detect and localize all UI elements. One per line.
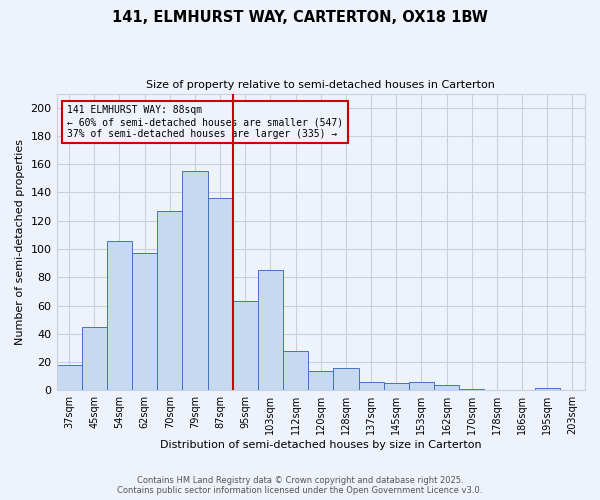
Bar: [334, 368, 359, 390]
Bar: [283, 351, 308, 391]
Bar: [308, 370, 334, 390]
Bar: [409, 382, 434, 390]
Text: 141 ELMHURST WAY: 88sqm
← 60% of semi-detached houses are smaller (547)
37% of s: 141 ELMHURST WAY: 88sqm ← 60% of semi-de…: [67, 106, 343, 138]
Bar: [208, 198, 233, 390]
Bar: [258, 270, 283, 390]
Bar: [434, 384, 459, 390]
Bar: [132, 254, 157, 390]
Text: 141, ELMHURST WAY, CARTERTON, OX18 1BW: 141, ELMHURST WAY, CARTERTON, OX18 1BW: [112, 10, 488, 25]
Bar: [535, 388, 560, 390]
X-axis label: Distribution of semi-detached houses by size in Carterton: Distribution of semi-detached houses by …: [160, 440, 482, 450]
Bar: [82, 326, 107, 390]
Bar: [383, 384, 409, 390]
Bar: [107, 240, 132, 390]
Bar: [56, 365, 82, 390]
Bar: [157, 211, 182, 390]
Y-axis label: Number of semi-detached properties: Number of semi-detached properties: [15, 139, 25, 345]
Bar: [459, 389, 484, 390]
Bar: [182, 172, 208, 390]
Bar: [359, 382, 383, 390]
Bar: [233, 302, 258, 390]
Text: Contains HM Land Registry data © Crown copyright and database right 2025.
Contai: Contains HM Land Registry data © Crown c…: [118, 476, 482, 495]
Title: Size of property relative to semi-detached houses in Carterton: Size of property relative to semi-detach…: [146, 80, 495, 90]
